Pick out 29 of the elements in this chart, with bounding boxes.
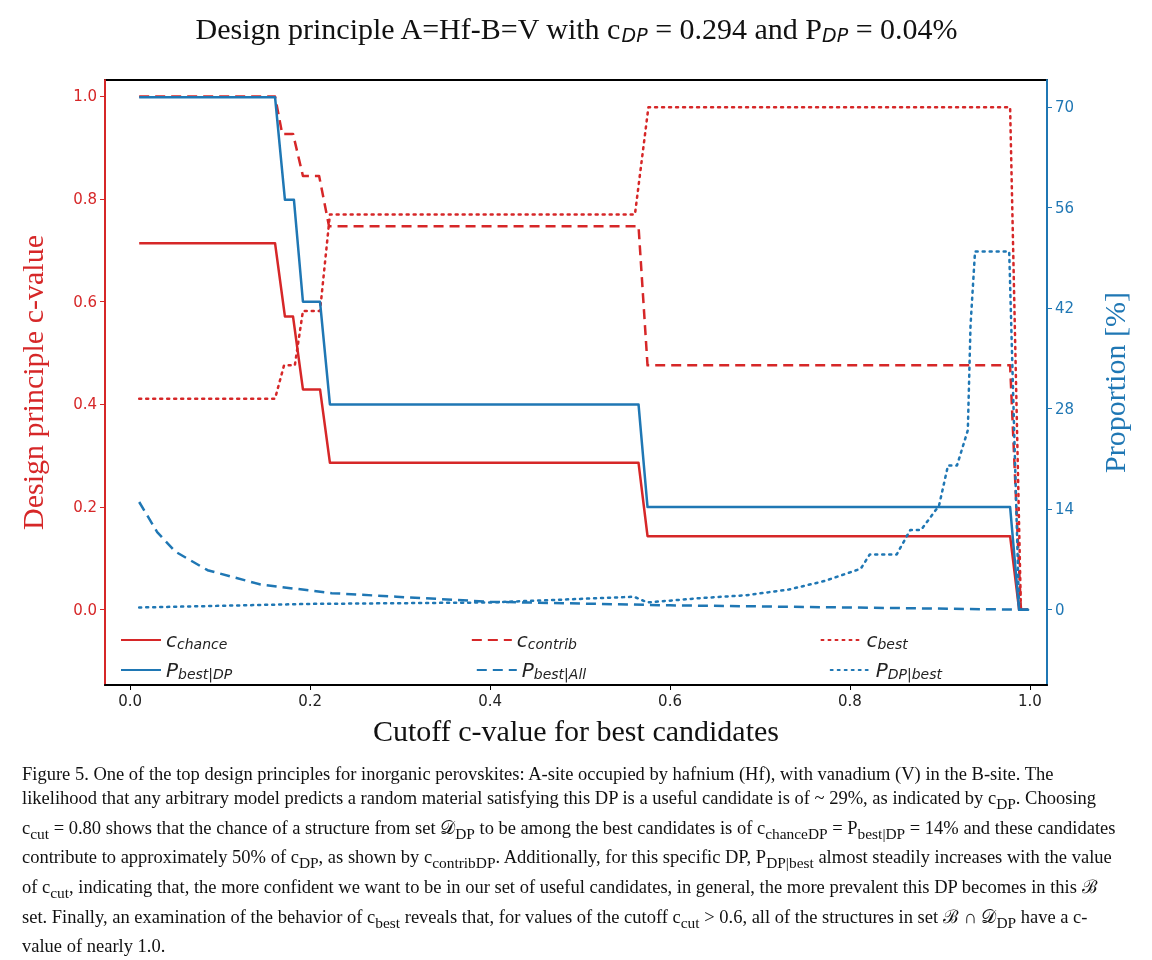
x-tick-label: 0.6	[658, 691, 682, 710]
y-tick-label: 0.8	[73, 190, 97, 209]
text: Figure 5. One of the top design principles for inorganic perovskites: A-site occupied by hafnium (Hf), with vanadium (V) in the B-site. The likelihood that any arbitrary model predicts a random material satisfying this DP is a useful candidate is of ~ 29%, as indicated by c$_{DP}$. Choosing c$_{cut}$ = 0.80 shows that the chance of a structure from set 𝒟$_{DP}$ to be among the best candidates is of c$_{chanceDP}$ = P$_{best|DP}$ = 14% and these candidates contribute to approximately 50% of c$_{DP}$, as shown by c$_{contribDP}$. Additionally, for this specific DP, P$_{DP|best}$ almost steadily increases with the value of c$_{cut}$, indicating that, the more confident we want to be in our set of useful candidates, in general, the more prevalent this DP becomes in this ℬ set. Finally, an examination of the behavior of c$_{best}$ reveals that, for values of the cutoff c$_{cut}$ > 0.6, all of the structures in set ℬ ∩ 𝒟$_{DP}$ have a c-value of nearly 1.0.	[22, 764, 1116, 957]
y-tick-label: 0.0	[73, 600, 97, 619]
legend-label: ccontrib	[516, 628, 578, 652]
y2-tick-label: 0	[1055, 600, 1065, 619]
x-axis-title: Cutoff c-value for best candidates	[373, 713, 779, 747]
x-tick-label: 0.0	[118, 691, 143, 710]
y2-tick-label: 28	[1055, 399, 1075, 418]
y-tick-label: 0.6	[73, 292, 97, 311]
y-tick-label: 0.4	[73, 395, 97, 414]
y-axis-title: Design principle c-value	[15, 235, 49, 530]
x-tick-label: 0.2	[298, 691, 323, 710]
y-tick-label: 0.2	[73, 497, 97, 516]
legend-label: cchance	[166, 628, 228, 652]
legend-label: PDP|best	[875, 658, 943, 683]
y2-tick-label: 56	[1055, 198, 1075, 217]
legend-label: Pbest|DP	[166, 658, 233, 683]
y2-tick-label: 14	[1055, 500, 1075, 519]
x-tick-label: 1.0	[1017, 691, 1042, 710]
legend-label: cbest	[866, 628, 909, 652]
y2-tick-label: 42	[1055, 299, 1075, 318]
legend-label: Pbest|All	[521, 658, 587, 683]
chart-title: Design principle A=Hf-B=V with cDP = 0.294 and PDP = 0.04%	[195, 12, 958, 46]
y-tick-label: 1.0	[73, 87, 97, 106]
y2-axis-title: Proportion [%]	[1097, 292, 1131, 473]
x-tick-label: 0.4	[478, 691, 503, 710]
x-tick-label: 0.8	[838, 691, 862, 710]
y2-tick-label: 70	[1055, 98, 1075, 117]
